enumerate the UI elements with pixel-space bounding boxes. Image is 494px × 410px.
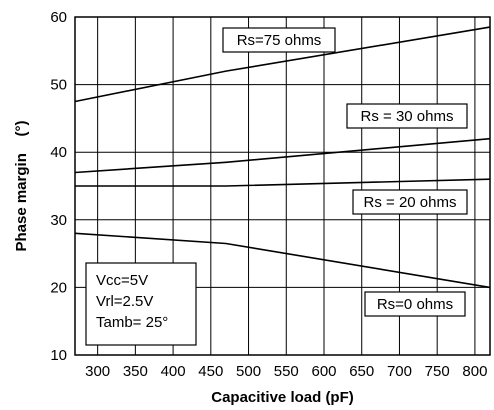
x-tick-label: 750 xyxy=(425,363,450,380)
y-tick-label: 30 xyxy=(50,212,67,229)
y-tick-label: 60 xyxy=(50,9,67,26)
conditions-frame xyxy=(85,262,197,346)
series-label: Rs = 20 ohms xyxy=(364,194,457,211)
y-axis-label: Phase margin (°) xyxy=(13,120,30,251)
x-tick-label: 550 xyxy=(274,363,299,380)
series-label-box xyxy=(364,291,466,317)
condition-line: Vcc=5V xyxy=(96,272,148,289)
y-tick-label: 10 xyxy=(50,347,67,364)
condition-line: Vrl=2.5V xyxy=(96,293,153,310)
condition-line: Tamb= 25° xyxy=(96,314,168,331)
x-tick-label: 400 xyxy=(161,363,186,380)
x-tick-label: 700 xyxy=(387,363,412,380)
plot-frame xyxy=(74,16,491,356)
x-tick-label: 450 xyxy=(198,363,223,380)
conditions-box: Vcc=5V Vrl=2.5V Tamb= 25° xyxy=(85,262,197,346)
x-axis-label: Capacitive load (pF) xyxy=(211,389,354,406)
series-label: Rs=0 ohms xyxy=(377,296,453,313)
series-label-box xyxy=(222,27,336,53)
series-line-3 xyxy=(74,232,491,289)
x-tick-label: 300 xyxy=(85,363,110,380)
y-tick-label: 40 xyxy=(50,144,67,161)
x-tick-label: 650 xyxy=(349,363,374,380)
y-tick-label: 50 xyxy=(50,77,67,94)
series-line-1 xyxy=(74,137,491,174)
x-tick-label: 800 xyxy=(462,363,487,380)
series-label: Rs = 30 ohms xyxy=(361,108,454,125)
x-tick-label: 600 xyxy=(311,363,336,380)
series-labels: Rs=75 ohms Rs = 30 ohms Rs = 20 ohms Rs=0 o… xyxy=(222,27,468,317)
x-axis-ticks: 300 350 400 450 500 550 600 650 700 750 800 xyxy=(85,363,487,380)
series-line-2 xyxy=(75,178,491,187)
series-label-box xyxy=(346,103,468,129)
series-line-0 xyxy=(74,26,491,103)
y-tick-label: 20 xyxy=(50,279,67,296)
series-label: Rs=75 ohms xyxy=(237,32,322,49)
x-tick-label: 350 xyxy=(123,363,148,380)
series-label-box xyxy=(352,189,468,215)
series-lines xyxy=(74,26,491,289)
x-tick-label: 500 xyxy=(236,363,261,380)
y-axis-ticks: 10 20 30 40 50 60 xyxy=(50,9,67,364)
